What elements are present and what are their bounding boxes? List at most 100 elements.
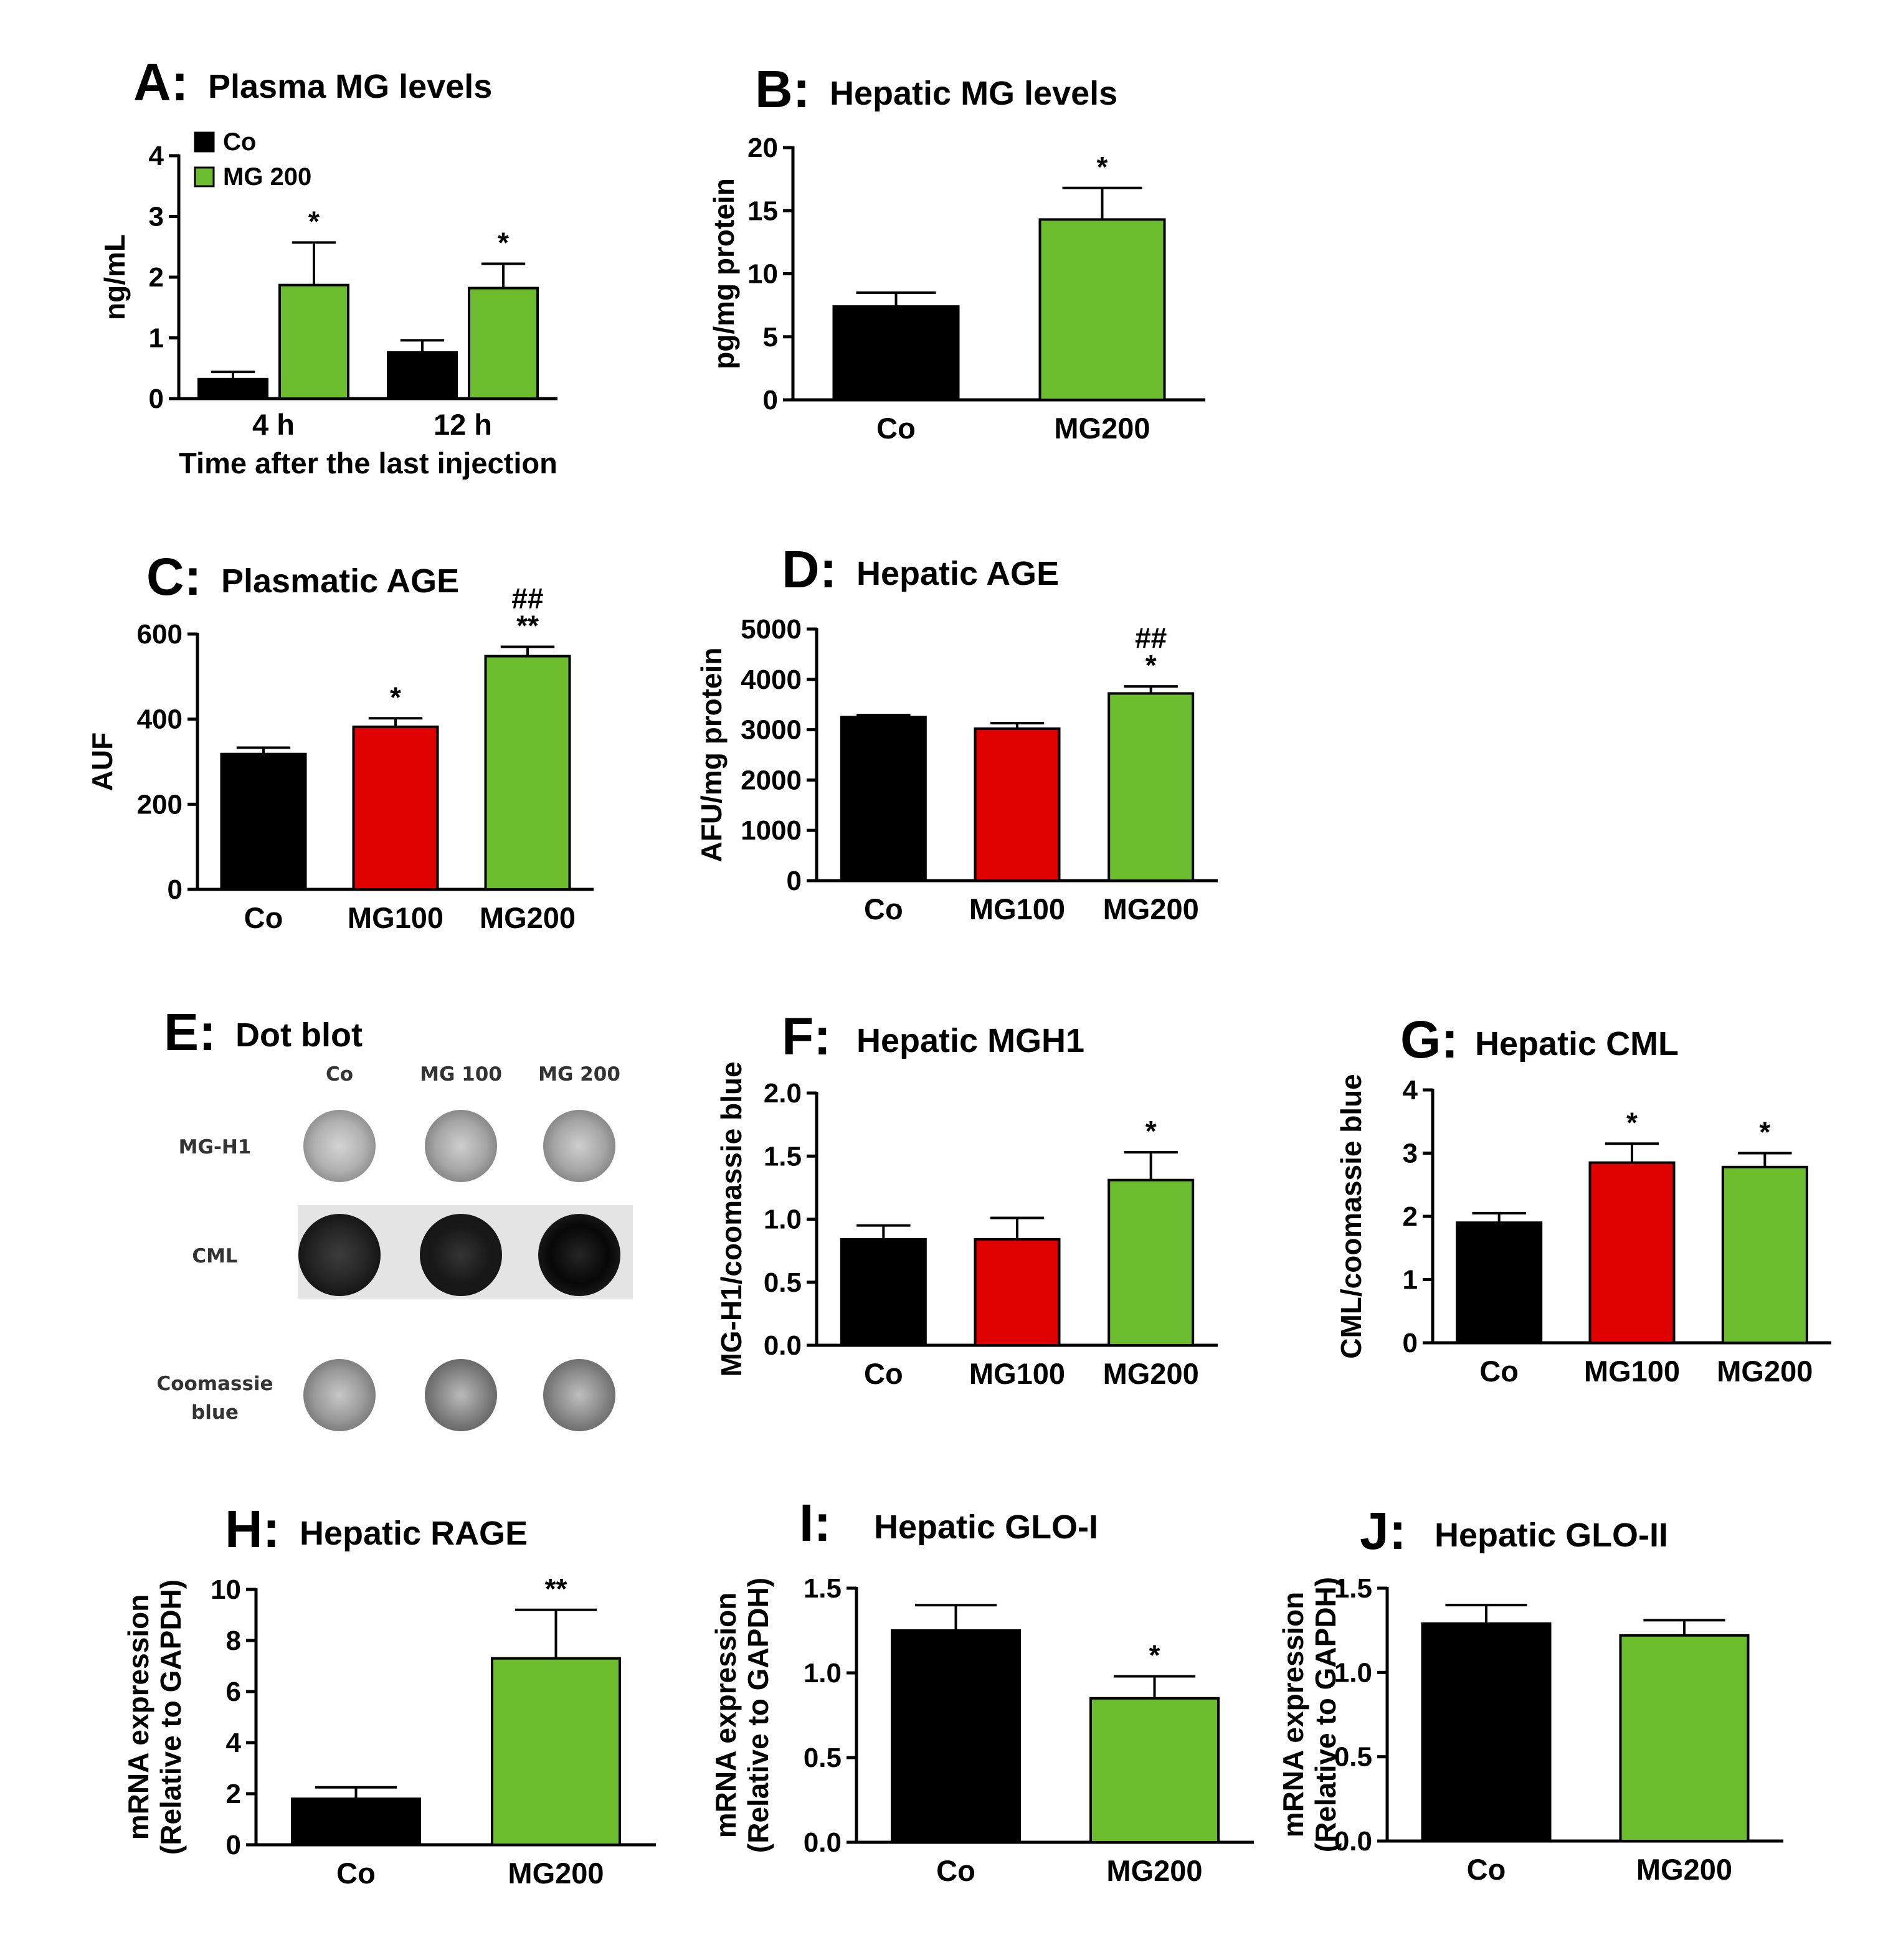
significance-marker: **: [516, 610, 539, 642]
x-category-label: MG200: [1103, 892, 1199, 926]
y-tick-label: 20: [747, 133, 778, 163]
y-tick-label: 0: [226, 1830, 241, 1860]
y-axis-label-2: (Relative to GAPDH): [154, 1579, 187, 1855]
y-tick-label: 0.0: [764, 1330, 802, 1361]
panel-letter: D:: [782, 540, 837, 599]
bar-mg200: [484, 655, 571, 891]
blot-dot: [303, 1359, 376, 1431]
chart-panel-c: C: Plasmatic AGE 0 200 400 600 AUF Co * MG100 **##…: [86, 547, 594, 934]
panel-title: Plasmatic AGE: [221, 562, 459, 600]
y-tick-label: 0: [168, 874, 183, 905]
y-tick-label: 0.5: [1334, 1742, 1372, 1773]
y-tick-label: 10: [747, 259, 778, 290]
panel-letter: J:: [1360, 1502, 1406, 1560]
bar-co: [840, 716, 927, 883]
panel-title: Hepatic AGE: [856, 555, 1059, 592]
x-category-label: Co: [1467, 1853, 1506, 1886]
y-tick-label: 1: [1403, 1265, 1418, 1295]
x-category-label: MG200: [1717, 1355, 1813, 1388]
bar-co-1: [387, 351, 458, 400]
chart-panel-g: G: Hepatic CML 0 1 2 3 4 CML/coomassie blue Co * M…: [1335, 1010, 1831, 1388]
bar-mg100: [1588, 1161, 1676, 1344]
significance-marker: *: [1149, 1639, 1160, 1671]
y-tick-label: 3000: [741, 715, 802, 746]
bar-co: [291, 1797, 421, 1846]
bar-mg200-0: [278, 283, 349, 400]
bar-mg200: [1108, 692, 1195, 882]
panel-letter: E:: [164, 1003, 216, 1061]
significance-marker: *: [308, 205, 320, 237]
x-category-label: Co: [1479, 1355, 1519, 1388]
panel-title: Hepatic RAGE: [300, 1515, 528, 1552]
y-tick-label: 0: [787, 866, 802, 896]
y-tick-label: 15: [747, 196, 778, 226]
bar-mg100: [352, 725, 439, 891]
bar-mg200-1: [468, 286, 539, 400]
blot-dot: [425, 1110, 497, 1182]
y-axis-label: MG-H1/coomassie blue: [715, 1061, 747, 1376]
y-tick-label: 6: [226, 1677, 241, 1707]
y-tick-label: 200: [137, 789, 183, 820]
significance-marker: **: [545, 1573, 567, 1605]
x-category-label: Co: [244, 901, 283, 934]
y-tick-label: 1000: [741, 815, 802, 846]
blot-column-label: MG 100: [420, 1063, 502, 1086]
y-axis-label-2: (Relative to GAPDH): [1309, 1577, 1342, 1852]
chart-panel-i: I: Hepatic GLO-I 0.0 0.5 1.0 1.5 mRNA expressi…: [709, 1494, 1254, 1887]
y-tick-label: 4: [149, 141, 164, 171]
significance-marker: *: [1145, 1115, 1157, 1147]
x-category-label: Co: [936, 1854, 975, 1887]
blot-row-label: MG-H1: [179, 1136, 252, 1158]
bar-mg200: [1721, 1165, 1808, 1344]
y-tick-label: 2: [226, 1779, 241, 1809]
panel-letter: B:: [755, 60, 810, 118]
blot-row-label: CML: [192, 1245, 237, 1267]
y-axis-label-2: (Relative to GAPDH): [742, 1578, 774, 1853]
blot-dot: [543, 1110, 615, 1182]
y-tick-label: 2: [1403, 1201, 1418, 1232]
x-category-label: Co: [876, 412, 916, 445]
y-axis-label: AUF: [86, 732, 118, 792]
panel-title: Hepatic MGH1: [856, 1022, 1084, 1059]
bar-co: [832, 305, 960, 401]
y-tick-label: 0.0: [1334, 1826, 1372, 1857]
y-tick-label: 4: [226, 1728, 242, 1758]
bar-mg200: [491, 1657, 621, 1846]
panel-title: Dot blot: [235, 1016, 363, 1054]
y-tick-label: 2000: [741, 765, 802, 795]
blot-dot: [543, 1359, 615, 1431]
chart-panel-j: J: Hepatic GLO-II 0.0 0.5 1.0 1.5 mRNA express…: [1277, 1502, 1783, 1886]
y-axis-label: mRNA expression: [122, 1594, 154, 1840]
blot-row-label: Coomassie: [156, 1373, 273, 1395]
bar-mg200: [1619, 1634, 1750, 1842]
y-axis-label: CML/coomassie blue: [1335, 1074, 1367, 1359]
significance-marker: *: [390, 681, 401, 713]
y-tick-label: 600: [137, 619, 183, 650]
panel-title: Hepatic GLO-II: [1435, 1517, 1668, 1554]
x-category-label: MG200: [1636, 1853, 1732, 1886]
x-category-label: MG100: [969, 892, 1065, 926]
y-axis-label: mRNA expression: [709, 1593, 742, 1839]
bar-mg200: [1089, 1697, 1220, 1844]
x-category-label: MG200: [1103, 1357, 1199, 1390]
y-tick-label: 1.0: [764, 1205, 802, 1235]
panel-title: Hepatic GLO-I: [874, 1508, 1098, 1546]
panel-letter: I:: [799, 1494, 831, 1552]
y-tick-label: 2: [149, 262, 164, 293]
panel-title: Hepatic CML: [1475, 1025, 1679, 1063]
legend-entry: MG 200: [223, 163, 311, 191]
x-axis-label: Time after the last injection: [179, 447, 557, 480]
blot-column-label: Co: [326, 1063, 353, 1086]
y-tick-label: 0: [763, 385, 778, 415]
x-category-label: Co: [864, 1357, 903, 1390]
y-tick-label: 0.5: [804, 1743, 842, 1773]
y-axis-label: mRNA expression: [1277, 1592, 1309, 1838]
bar-mg100: [974, 1238, 1061, 1347]
panel-letter: C:: [146, 547, 202, 606]
blot-row-label-2: blue: [191, 1401, 239, 1424]
chart-panel-d: D: Hepatic AGE 0 1000 2000 3000 4000 5000 AFU/mg…: [695, 540, 1218, 926]
y-tick-label: 3: [149, 202, 164, 232]
chart-panel-f: F: Hepatic MGH1 0.0 0.5 1.0 1.5 2.0 MG-H1/cooma…: [715, 1007, 1218, 1390]
blot-dot: [420, 1214, 502, 1296]
